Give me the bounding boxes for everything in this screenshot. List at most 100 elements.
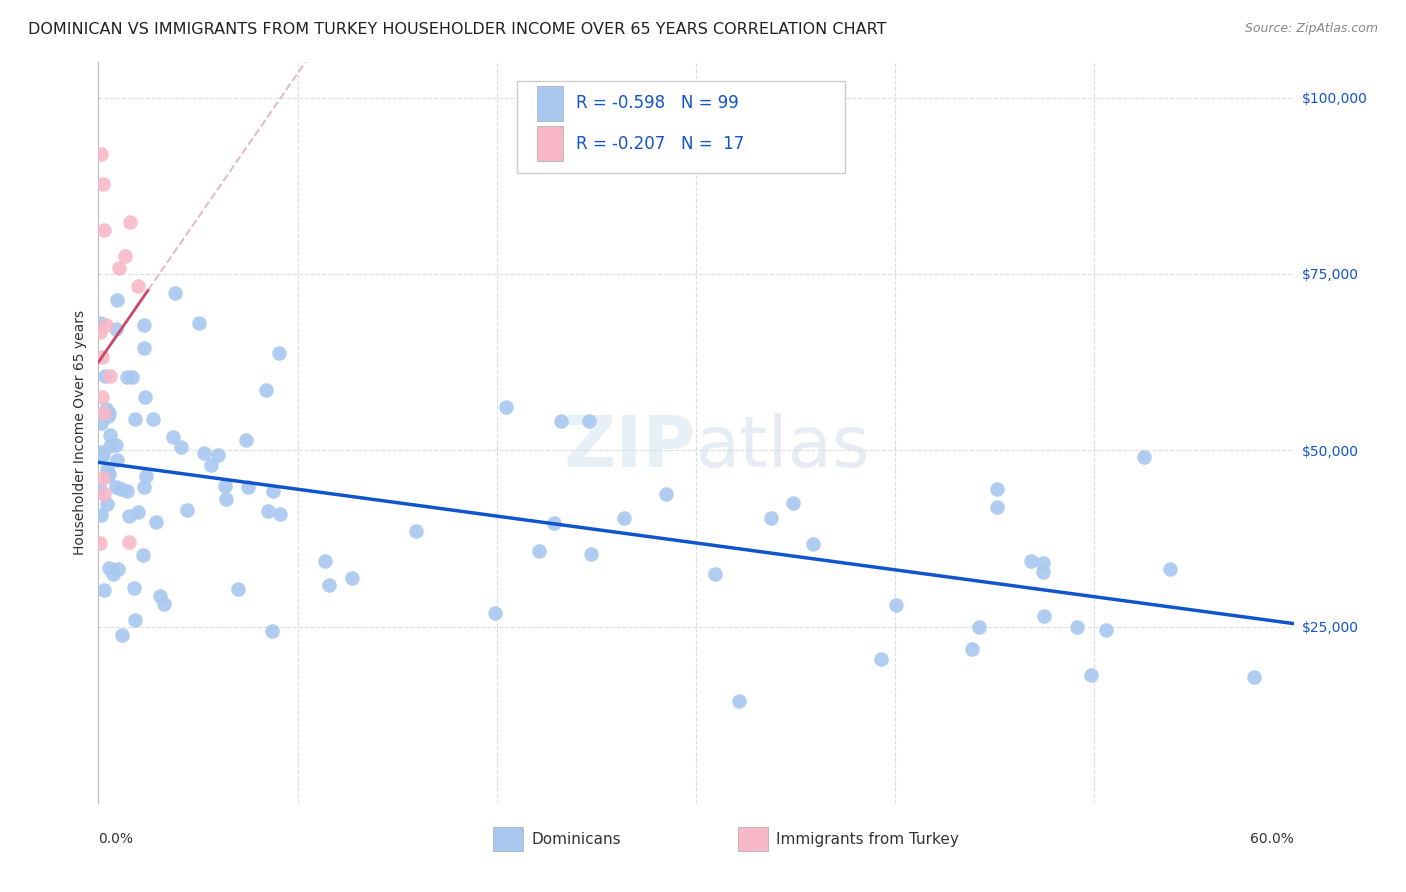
Text: R = -0.598   N = 99: R = -0.598 N = 99 (576, 95, 740, 112)
Point (120, 215, 142, 229)
Point (94, 401, 117, 416)
Text: R = -0.207   N =  17: R = -0.207 N = 17 (576, 135, 745, 153)
Point (90, 416, 112, 430)
Point (89, 325, 111, 339)
Point (254, 383, 277, 397)
Point (103, 567, 125, 582)
FancyBboxPatch shape (537, 86, 564, 121)
Point (91, 448, 114, 462)
Point (187, 316, 209, 330)
Point (314, 554, 336, 568)
Point (97, 467, 120, 482)
Point (93, 487, 115, 501)
Point (94, 369, 117, 384)
Point (121, 369, 143, 384)
Point (91, 177, 114, 191)
Point (405, 524, 427, 538)
Point (90, 351, 112, 365)
Point (96, 461, 118, 475)
Point (256, 504, 278, 518)
Point (134, 480, 156, 494)
Point (1132, 450, 1154, 465)
Point (215, 492, 238, 507)
Point (149, 590, 172, 604)
Point (495, 401, 517, 415)
Point (118, 509, 141, 524)
Point (235, 434, 257, 448)
Point (89, 483, 111, 498)
Point (801, 536, 824, 550)
Point (886, 598, 908, 612)
Point (1095, 623, 1118, 637)
Point (98, 427, 121, 442)
Point (1033, 609, 1056, 624)
Point (655, 487, 678, 501)
Point (90, 508, 112, 523)
Point (134, 390, 156, 404)
Point (318, 578, 340, 592)
Point (89, 317, 111, 331)
Point (91, 390, 114, 404)
Point (111, 628, 134, 642)
FancyBboxPatch shape (537, 126, 564, 161)
Point (782, 496, 804, 510)
Point (97, 409, 120, 424)
Point (613, 510, 636, 524)
Point (124, 581, 146, 595)
Point (89, 535, 111, 549)
Point (135, 468, 157, 483)
Point (127, 505, 149, 519)
Point (163, 285, 186, 300)
Point (98, 439, 121, 453)
Point (93, 223, 115, 237)
Point (869, 651, 891, 665)
Point (969, 620, 991, 634)
Point (100, 368, 122, 383)
Text: Immigrants from Turkey: Immigrants from Turkey (776, 831, 959, 847)
Point (97, 468, 120, 483)
Text: Source: ZipAtlas.com: Source: ZipAtlas.com (1244, 22, 1378, 36)
Point (200, 458, 222, 472)
Point (728, 693, 751, 707)
Point (104, 322, 127, 336)
Point (170, 440, 193, 454)
Point (127, 279, 149, 293)
Point (105, 293, 128, 307)
Point (110, 482, 132, 496)
Point (207, 448, 229, 462)
Point (704, 566, 727, 581)
Point (986, 500, 1008, 514)
Point (579, 547, 602, 561)
Point (105, 453, 128, 467)
Point (107, 260, 129, 275)
Point (114, 249, 136, 263)
Point (90, 444, 112, 458)
Point (141, 412, 163, 426)
Point (342, 571, 364, 585)
Text: ZIP: ZIP (564, 413, 696, 482)
Point (96, 497, 118, 511)
Point (124, 613, 146, 627)
Point (90, 447, 112, 461)
Point (269, 346, 291, 360)
FancyBboxPatch shape (738, 827, 768, 851)
Point (226, 582, 249, 596)
Point (1159, 562, 1181, 576)
Point (238, 480, 260, 494)
Point (1032, 566, 1054, 580)
Point (176, 502, 198, 516)
Point (262, 624, 284, 638)
Point (543, 516, 565, 531)
Point (550, 414, 572, 428)
Point (1066, 619, 1088, 633)
Point (117, 535, 139, 549)
Point (105, 480, 128, 494)
Point (94, 318, 117, 332)
Point (132, 318, 155, 332)
Point (98, 406, 121, 420)
Point (162, 430, 184, 444)
Text: DOMINICAN VS IMMIGRANTS FROM TURKEY HOUSEHOLDER INCOME OVER 65 YEARS CORRELATION: DOMINICAN VS IMMIGRANTS FROM TURKEY HOUS… (28, 22, 887, 37)
Point (1243, 670, 1265, 684)
Text: Dominicans: Dominicans (531, 831, 620, 847)
Point (145, 515, 167, 529)
